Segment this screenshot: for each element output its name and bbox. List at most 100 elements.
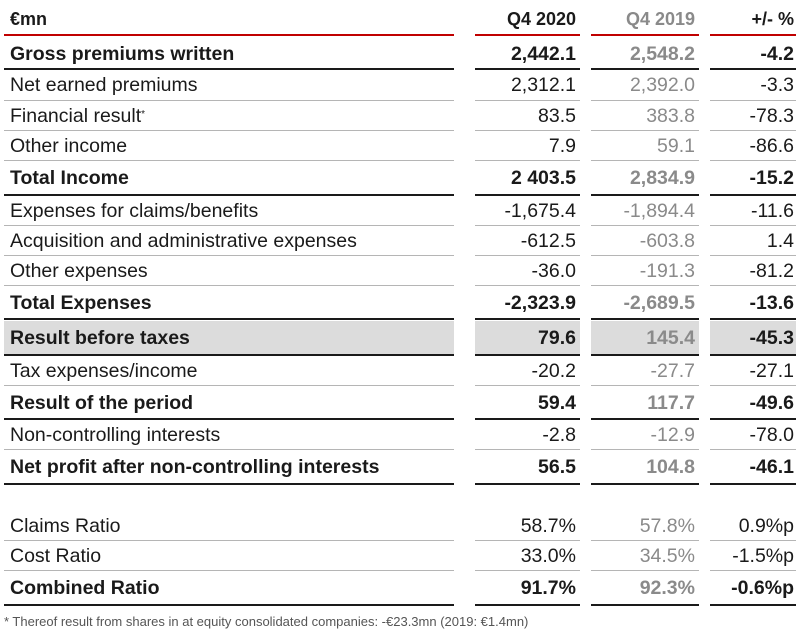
value-change-cell: -45.3 <box>710 321 796 356</box>
table-row: Gross premiums written 2,442.1 2,548.2 -4.2 <box>4 38 796 70</box>
row-label-cell: Result of the period <box>4 386 454 420</box>
value-q4-2019-cell: 34.5% <box>591 541 699 571</box>
row-label: Combined Ratio <box>10 577 160 599</box>
value-q4-2020-cell: -20.2 <box>475 356 580 386</box>
value-change-cell: -11.6 <box>710 196 796 226</box>
row-divider <box>710 285 796 286</box>
row-divider <box>475 418 580 420</box>
value-q4-2019-cell: 2,548.2 <box>591 38 699 70</box>
row-divider <box>710 418 796 420</box>
row-divider <box>475 225 580 226</box>
value-q4-2020-cell: 2,442.1 <box>475 38 580 70</box>
row-divider <box>4 68 454 70</box>
row-divider <box>591 225 699 226</box>
row-label-cell: Other income <box>4 131 454 161</box>
row-label: Total Income <box>10 167 129 189</box>
value-q4-2020-cell: 59.4 <box>475 386 580 420</box>
row-label: Expenses for claims/benefits <box>10 199 259 222</box>
value-q4-2019: 57.8% <box>639 514 695 537</box>
value-change-cell: -27.1 <box>710 356 796 386</box>
value-q4-2019: -12.9 <box>650 423 695 446</box>
row-label-cell: Acquisition and administrative expenses <box>4 226 454 256</box>
row-label: Tax expenses/income <box>10 359 198 382</box>
value-change-cell: -3.3 <box>710 70 796 101</box>
value-q4-2019: 104.8 <box>646 456 695 478</box>
value-q4-2019: 145.4 <box>646 327 695 349</box>
table-row: Expenses for claims/benefits -1,675.4 -1,8… <box>4 196 796 226</box>
value-change: 0.9%p <box>738 514 794 537</box>
value-q4-2020: -2.8 <box>542 423 576 446</box>
value-q4-2019-cell: 117.7 <box>591 386 699 420</box>
value-change: -1.5%p <box>732 544 794 567</box>
value-change-cell: -13.6 <box>710 286 796 320</box>
table-row: Total Income 2 403.5 2,834.9 -15.2 <box>4 161 796 196</box>
value-q4-2020-cell: -612.5 <box>475 226 580 256</box>
value-q4-2019: -1,894.4 <box>623 199 695 222</box>
value-change: -15.2 <box>749 167 794 189</box>
row-divider <box>4 483 454 485</box>
row-label-cell: Financial result * <box>4 101 454 131</box>
value-q4-2020-cell: 91.7% <box>475 571 580 606</box>
row-label: Financial result <box>10 104 142 127</box>
value-change: -13.6 <box>749 291 794 314</box>
row-divider <box>591 130 699 131</box>
row-label-cell: Other expenses <box>4 256 454 286</box>
row-divider <box>4 540 454 541</box>
row-divider <box>475 194 580 196</box>
row-label-cell: Non-controlling interests <box>4 420 454 450</box>
row-label: Result of the period <box>10 391 194 414</box>
row-divider <box>475 570 580 571</box>
value-q4-2019-cell: 59.1 <box>591 131 699 161</box>
value-q4-2020-cell: 58.7% <box>475 511 580 541</box>
row-label: Acquisition and administrative expenses <box>10 229 357 252</box>
row-divider <box>710 540 796 541</box>
value-change-cell: -1.5%p <box>710 541 796 571</box>
row-divider <box>591 449 699 450</box>
table-row: Non-controlling interests -2.8 -12.9 -78.0 <box>4 420 796 450</box>
footnote: * Thereof result from shares in at equit… <box>4 614 529 629</box>
row-divider <box>475 449 580 450</box>
row-divider <box>475 100 580 101</box>
row-divider <box>591 483 699 485</box>
row-divider <box>475 318 580 320</box>
value-change: 1.4 <box>766 229 794 252</box>
row-divider <box>475 483 580 485</box>
value-q4-2020-cell: 79.6 <box>475 321 580 356</box>
row-divider <box>4 318 454 320</box>
value-q4-2019-cell: -191.3 <box>591 256 699 286</box>
table-row: Result before taxes 79.6 145.4 -45.3 <box>4 321 796 356</box>
table-row: Net profit after non-controlling interes… <box>4 450 796 485</box>
row-label-cell: Net profit after non-controlling interes… <box>4 450 454 485</box>
value-q4-2020: 2,442.1 <box>510 42 576 65</box>
header-unit-cell: €mn <box>4 2 454 36</box>
row-divider <box>710 194 796 196</box>
value-q4-2019: 59.1 <box>657 134 695 157</box>
value-change-cell: -49.6 <box>710 386 796 420</box>
row-divider <box>4 570 454 571</box>
value-q4-2019: 92.3% <box>639 577 695 599</box>
value-q4-2020-cell: 2 403.5 <box>475 161 580 196</box>
header-q4-2020-cell: Q4 2020 <box>475 2 580 36</box>
row-divider <box>475 255 580 256</box>
row-divider <box>591 418 699 420</box>
row-label-cell: Total Income <box>4 161 454 196</box>
value-q4-2019-cell: -603.8 <box>591 226 699 256</box>
header-change-cell: +/- % <box>710 2 796 36</box>
value-q4-2019: 2,392.0 <box>629 74 695 96</box>
value-q4-2020-cell: 83.5 <box>475 101 580 131</box>
value-q4-2019-cell: 57.8% <box>591 511 699 541</box>
row-label: Total Expenses <box>10 291 152 314</box>
value-q4-2019-cell: -1,894.4 <box>591 196 699 226</box>
row-divider <box>591 570 699 571</box>
value-change-cell: -78.3 <box>710 101 796 131</box>
row-divider <box>710 570 796 571</box>
row-divider <box>710 483 796 485</box>
row-label: Claims Ratio <box>10 514 121 537</box>
row-divider <box>4 604 454 606</box>
row-divider <box>475 354 580 356</box>
row-divider <box>475 540 580 541</box>
value-change: -3.3 <box>760 74 794 96</box>
row-divider <box>710 449 796 450</box>
value-q4-2020: -1,675.4 <box>504 199 576 222</box>
row-label: Other income <box>10 134 128 157</box>
